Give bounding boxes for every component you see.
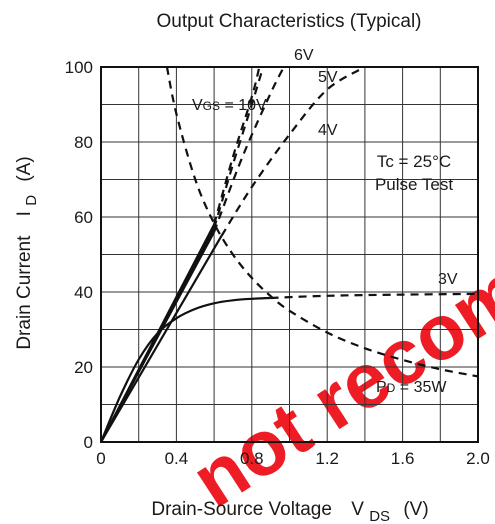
y-axis-label-subscript: D — [23, 195, 40, 206]
x-tick-label: 0.8 — [240, 449, 264, 468]
x-tick-label: 1.6 — [391, 449, 415, 468]
y-axis-label-symbol: I — [14, 211, 35, 216]
series-6v-dashed — [213, 67, 265, 229]
condition-temperature: Tc = 25°C — [377, 152, 451, 171]
curve-label: 6V — [294, 47, 314, 64]
y-axis-label-text: Drain Current — [14, 235, 35, 350]
x-axis-label: Drain-Source Voltage V DS (V) — [151, 499, 428, 524]
series-5v-dashed — [213, 67, 285, 233]
series-4v-dashed — [220, 67, 366, 237]
series-4v-solid — [101, 235, 223, 442]
condition-pulse-test: Pulse Test — [375, 175, 453, 194]
x-axis-label-subscript: DS — [369, 508, 390, 524]
x-tick-label: 0 — [96, 449, 105, 468]
series-3v-solid — [101, 296, 271, 442]
series-3v-dashed — [270, 292, 478, 300]
series-vgs-10v-dashed — [213, 67, 261, 225]
x-axis-label-symbol: V — [351, 499, 364, 520]
x-tick-label: 0.4 — [165, 449, 189, 468]
series-group — [101, 67, 478, 442]
tick-labels: 0 0.4 0.8 1.2 1.6 2.0 0 20 40 60 80 100 — [65, 58, 490, 468]
grid — [100, 66, 479, 443]
y-tick-label: 0 — [84, 433, 93, 452]
curve-label: 3V — [438, 271, 458, 288]
y-tick-label: 80 — [74, 133, 93, 152]
x-axis-label-unit: (V) — [403, 499, 428, 520]
x-tick-label: 1.2 — [315, 449, 339, 468]
curve-label: PD = 35W — [376, 379, 447, 396]
curve-label: 4V — [318, 122, 338, 139]
y-tick-label: 100 — [65, 58, 93, 77]
x-axis-label-text: Drain-Source Voltage — [151, 499, 332, 520]
x-tick-label: 2.0 — [466, 449, 490, 468]
y-axis-label-unit: (A) — [14, 156, 35, 181]
curve-label: VGS = 10V — [192, 97, 267, 114]
curve-label: 5V — [318, 69, 338, 86]
series-5v-solid — [101, 231, 216, 442]
y-tick-label: 40 — [74, 283, 93, 302]
series-pd-35w-dashed — [165, 67, 478, 378]
plot-frame — [100, 66, 479, 443]
y-axis-label: Drain Current I D (A) — [14, 156, 41, 349]
y-tick-label: 20 — [74, 358, 93, 377]
y-tick-label: 60 — [74, 208, 93, 227]
chart-title: Output Characteristics (Typical) — [156, 11, 421, 32]
